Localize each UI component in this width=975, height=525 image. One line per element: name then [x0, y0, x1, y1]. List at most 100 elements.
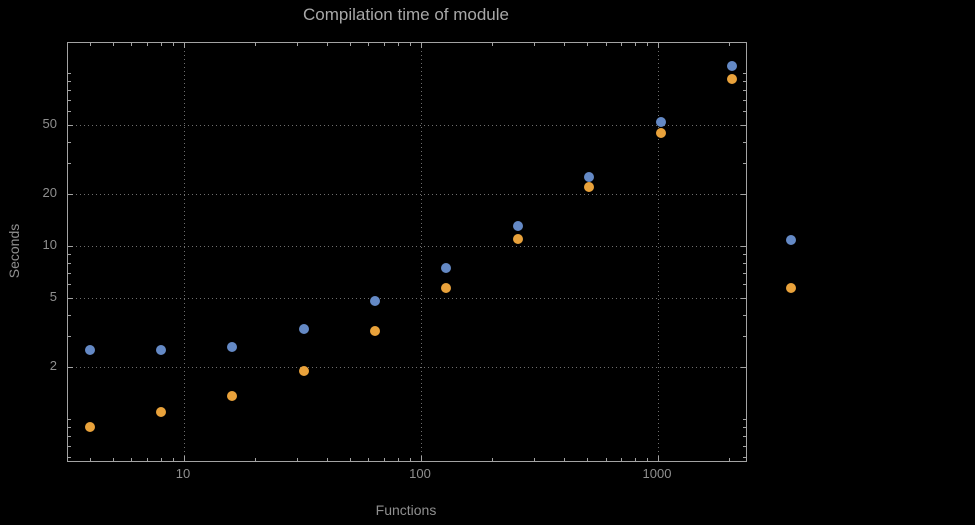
- tick-x-top: [635, 43, 637, 46]
- tick-y-right: [741, 193, 746, 195]
- tick-x-bottom: [326, 458, 328, 461]
- tick-x-top: [184, 43, 185, 48]
- tick-x-top: [534, 43, 536, 46]
- tick-x-bottom: [255, 458, 257, 461]
- tick-y-right: [743, 426, 746, 428]
- tick-x-bottom: [621, 458, 623, 461]
- tick-x-bottom: [729, 458, 731, 461]
- tick-x-bottom: [112, 458, 114, 461]
- tick-x-top: [384, 43, 386, 46]
- tick-y-right: [743, 141, 746, 143]
- gridline-vertical: [184, 43, 185, 461]
- tick-x-top: [255, 43, 257, 46]
- tick-x-top: [729, 43, 731, 46]
- tick-y-left: [68, 111, 71, 113]
- data-point-series2: [584, 181, 595, 192]
- tick-y-right: [743, 163, 746, 165]
- data-point-series1: [156, 345, 166, 355]
- tick-x-top: [621, 43, 623, 46]
- tick-y-right: [743, 435, 746, 437]
- tick-y-left: [68, 366, 73, 368]
- data-point-series2: [298, 365, 309, 376]
- tick-x-bottom: [492, 458, 494, 461]
- tick-y-right: [743, 111, 746, 113]
- tick-x-top: [89, 43, 91, 46]
- tick-y-left: [68, 253, 71, 255]
- tick-y-left: [68, 435, 71, 437]
- data-point-series2: [84, 421, 95, 432]
- tick-x-bottom: [605, 458, 607, 461]
- tick-x-top: [647, 43, 649, 46]
- tick-x-bottom: [398, 458, 400, 461]
- tick-y-left: [68, 141, 71, 143]
- tick-x-top: [421, 43, 422, 48]
- tick-x-bottom: [563, 458, 565, 461]
- data-point-series1: [298, 324, 309, 335]
- tick-y-right: [743, 99, 746, 101]
- y-tick-label: 50: [42, 116, 57, 131]
- tick-y-right: [743, 272, 746, 274]
- tick-y-right: [743, 89, 746, 91]
- tick-y-left: [68, 72, 71, 74]
- data-point-series1: [370, 296, 381, 306]
- tick-y-left: [68, 193, 73, 195]
- gridline-vertical: [658, 43, 659, 461]
- tick-x-top: [112, 43, 114, 46]
- tick-x-top: [492, 43, 494, 46]
- tick-y-left: [68, 314, 71, 316]
- tick-x-top: [410, 43, 412, 46]
- tick-y-left: [68, 445, 71, 447]
- tick-x-top: [297, 43, 299, 46]
- data-point-series1: [584, 172, 595, 183]
- tick-x-bottom: [410, 458, 412, 461]
- tick-x-top: [398, 43, 400, 46]
- tick-x-bottom: [173, 458, 175, 461]
- tick-y-left: [68, 245, 73, 247]
- data-point-series2: [370, 326, 381, 337]
- tick-y-right: [743, 253, 746, 255]
- tick-x-bottom: [368, 458, 370, 461]
- tick-x-bottom: [89, 458, 91, 461]
- y-tick-label: 10: [42, 236, 57, 252]
- gridline-vertical: [421, 43, 422, 461]
- data-point-series1: [655, 117, 666, 128]
- tick-x-top: [131, 43, 133, 46]
- gridline-horizontal: [68, 297, 746, 299]
- gridline-horizontal: [68, 366, 746, 368]
- tick-x-top: [605, 43, 607, 46]
- data-point-series1: [726, 60, 737, 71]
- tick-x-top: [658, 43, 659, 48]
- tick-x-bottom: [384, 458, 386, 461]
- tick-x-bottom: [534, 458, 536, 461]
- tick-y-left: [68, 457, 71, 459]
- tick-y-left: [68, 163, 71, 165]
- tick-y-right: [741, 297, 746, 299]
- tick-x-bottom: [184, 456, 185, 461]
- x-tick-label: 10: [175, 466, 191, 481]
- x-tick-label: 1000: [642, 466, 672, 481]
- tick-x-bottom: [635, 458, 637, 461]
- tick-x-top: [173, 43, 175, 46]
- tick-x-bottom: [658, 456, 659, 461]
- tick-x-top: [368, 43, 370, 46]
- tick-y-right: [743, 262, 746, 264]
- tick-x-bottom: [421, 456, 422, 461]
- data-point-series2: [441, 283, 452, 294]
- gridline-horizontal: [68, 125, 746, 126]
- data-point-series2: [156, 406, 166, 417]
- tick-y-right: [743, 80, 746, 82]
- tick-y-right: [741, 245, 746, 247]
- data-point-series2: [726, 74, 737, 85]
- tick-y-right: [743, 457, 746, 459]
- tick-y-left: [68, 125, 73, 126]
- tick-y-left: [68, 272, 71, 274]
- tick-y-right: [741, 366, 746, 368]
- plot-area: [67, 42, 747, 462]
- legend-marker-series2: [786, 283, 796, 293]
- tick-x-top: [161, 43, 162, 46]
- data-point-series1: [84, 345, 95, 355]
- x-tick-label: 100: [409, 466, 431, 481]
- data-point-series1: [512, 221, 523, 232]
- gridline-horizontal: [68, 245, 746, 247]
- tick-y-right: [743, 336, 746, 338]
